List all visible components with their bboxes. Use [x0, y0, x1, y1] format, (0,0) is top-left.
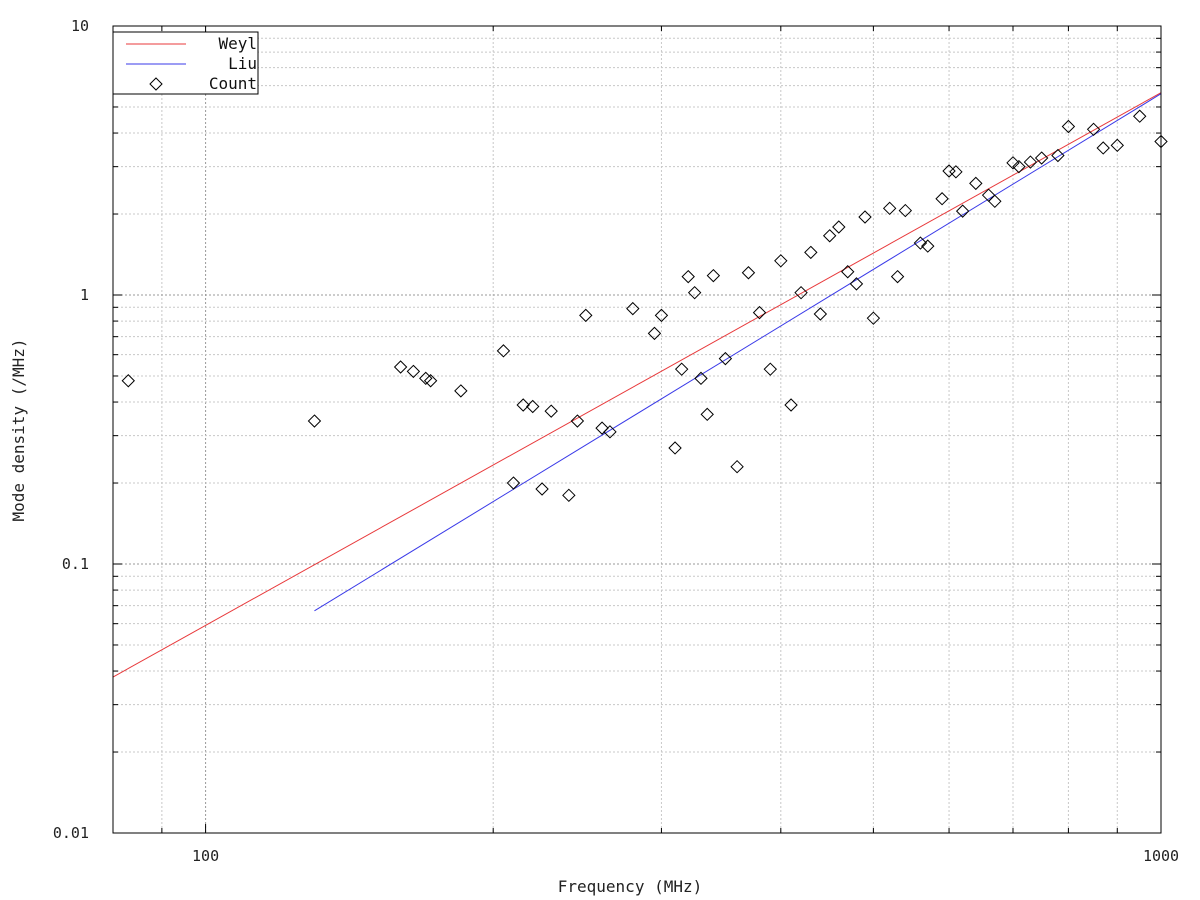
count-point — [423, 374, 438, 388]
count-point — [647, 326, 662, 341]
count-point — [866, 311, 881, 325]
count-point — [595, 421, 609, 435]
count-point — [969, 176, 983, 191]
legend-weyl-label: Weyl — [218, 34, 257, 53]
y-tick-label: 1 — [80, 286, 89, 304]
count-point — [935, 192, 949, 206]
count-point — [603, 425, 617, 439]
y-tick-label: 0.1 — [62, 555, 89, 573]
axis-ticks — [112, 25, 1162, 834]
count-point — [535, 482, 549, 496]
count-point — [832, 220, 846, 234]
count-point — [1110, 138, 1124, 153]
count-point — [741, 266, 756, 280]
count-point — [526, 399, 540, 414]
count-point — [752, 305, 767, 320]
count-point — [858, 210, 872, 224]
count-point — [506, 476, 521, 490]
count-point — [1023, 155, 1038, 169]
legend-count-marker — [149, 77, 163, 91]
count-point — [496, 344, 511, 358]
count-point — [687, 285, 702, 300]
count-point — [668, 441, 682, 455]
count-point — [882, 201, 897, 216]
legend-liu-label: Liu — [228, 54, 257, 73]
tick-labels: 100 1000 0.01 0.1 1 10 — [53, 17, 1179, 865]
count-point — [694, 371, 708, 386]
legend-box — [112, 31, 259, 95]
count-point — [700, 407, 714, 422]
count-point — [516, 398, 530, 412]
count-point — [849, 277, 864, 291]
count-point — [913, 236, 928, 250]
count-point — [1034, 151, 1049, 165]
count-point — [674, 362, 689, 376]
count-point — [406, 364, 421, 379]
count-point — [988, 194, 1002, 209]
count-point — [763, 362, 778, 376]
count-point — [454, 384, 468, 398]
count-point — [1086, 122, 1101, 137]
count-point — [706, 268, 721, 283]
count-point — [949, 165, 963, 179]
x-tick-label: 1000 — [1143, 847, 1179, 865]
count-point — [822, 229, 837, 243]
grid — [113, 26, 1161, 833]
series-line-weyl — [112, 92, 1162, 678]
count-point — [681, 269, 695, 284]
x-axis-title: Frequency (MHz) — [558, 877, 703, 896]
count-point — [890, 269, 905, 284]
count-point — [813, 307, 828, 321]
count-point — [1096, 141, 1110, 155]
count-points — [121, 109, 1168, 503]
count-point — [570, 414, 585, 428]
legend-count-label: Count — [209, 74, 257, 93]
count-point — [1133, 109, 1147, 123]
count-point — [654, 308, 669, 323]
count-point — [804, 245, 818, 260]
count-point — [579, 308, 593, 323]
count-point — [718, 351, 733, 366]
count-point — [794, 285, 808, 300]
count-point — [1006, 156, 1020, 170]
y-axis-title: Mode density (/MHz) — [9, 338, 28, 521]
count-point — [393, 360, 408, 374]
count-point — [774, 254, 788, 268]
legend: Weyl Liu Count — [112, 31, 259, 95]
series-line-liu — [314, 93, 1162, 612]
count-point — [1012, 159, 1026, 174]
count-point — [1051, 148, 1065, 163]
count-point — [730, 459, 744, 474]
y-tick-label: 0.01 — [53, 824, 89, 842]
count-point — [121, 374, 135, 388]
count-point — [921, 239, 935, 253]
count-point — [626, 301, 640, 316]
count-point — [307, 414, 322, 428]
count-point — [784, 398, 798, 412]
count-point — [898, 203, 913, 218]
count-point — [562, 488, 576, 503]
count-point — [841, 265, 855, 279]
count-point — [1061, 119, 1076, 134]
count-point — [544, 404, 558, 418]
plot-frame — [112, 25, 1162, 834]
x-tick-label: 100 — [192, 847, 219, 865]
series-lines — [112, 92, 1162, 678]
count-point — [419, 371, 433, 386]
y-tick-label: 10 — [71, 17, 89, 35]
count-point — [955, 204, 970, 218]
